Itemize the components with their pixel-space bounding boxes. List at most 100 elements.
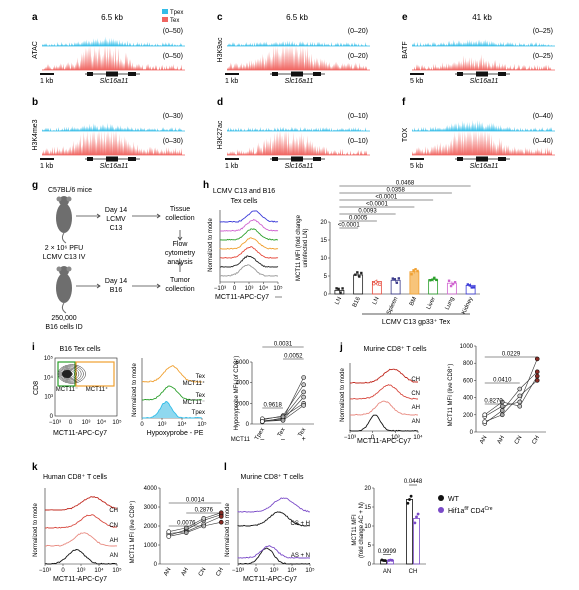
category-label: B16 (352, 296, 362, 309)
plot-frame (54, 357, 118, 417)
panel-letter: l (224, 462, 227, 473)
flow-label: Flow (173, 241, 189, 248)
sign-label: + (302, 436, 306, 443)
exon (313, 72, 321, 76)
axis-label: MCT11-APC-Cy7 (53, 430, 107, 437)
category-label: LN (372, 296, 381, 305)
x-tick-label: 10⁵ (305, 567, 315, 574)
legend-swatch (162, 17, 168, 22)
data-point (406, 501, 410, 505)
track-label: BATF (402, 41, 409, 58)
p-value: 0.0448 (404, 479, 423, 485)
data-point (409, 494, 413, 498)
range-label: (0–10) (348, 138, 368, 145)
histogram-curve (237, 511, 311, 527)
track-panel-e: e 41 kb BATF (0–25) (0–25) 5 kb Slc16a11 (402, 12, 555, 85)
data-point (183, 525, 189, 531)
data-point (280, 418, 286, 423)
exon (128, 72, 136, 76)
y-tick-label: 6000 (236, 360, 250, 366)
histogram-curve (349, 384, 418, 400)
tpex-signal (227, 40, 367, 46)
scale-label: 1 kb (40, 163, 53, 170)
mouse-icon (56, 266, 72, 314)
contour (58, 365, 84, 383)
hist-label: CH (109, 508, 118, 514)
x-tick-label: 10⁵ (197, 421, 207, 428)
histogram-curve (219, 264, 278, 277)
panel-title: B16 Tex cells (59, 346, 101, 353)
histogram-curve (45, 496, 118, 511)
data-point (301, 394, 306, 400)
histogram-curve (219, 246, 279, 259)
range-label: (0–25) (533, 53, 553, 60)
axis-label: Normalized to mode (33, 502, 39, 556)
region-size: 6.5 kb (101, 13, 123, 22)
bar (353, 274, 364, 295)
x-tick-label: 10⁵ (112, 419, 122, 426)
tpex-signal (42, 122, 182, 131)
panel-letter: e (402, 12, 408, 23)
scale-label: 5 kb (410, 163, 423, 170)
data-point (301, 403, 306, 408)
tpex-signal (412, 119, 552, 131)
gene-label: Slc16a11 (285, 78, 314, 85)
x-tick-label: 10⁴ (259, 285, 269, 292)
range-label: (0–30) (163, 138, 183, 145)
tex-signal (227, 131, 367, 155)
histogram-curve (220, 218, 279, 232)
outcome-label: collection (165, 286, 194, 293)
data-point (372, 282, 376, 286)
x-tick-label: 0 (61, 568, 65, 574)
panel-title: Murine CD8⁺ T cells (364, 346, 427, 353)
category-label: BM (409, 296, 418, 307)
axis-label: MCT11 MFI (live CD8⁺) (129, 501, 136, 564)
x-tick-label: 10⁴ (97, 419, 107, 426)
y-tick-label: 3000 (144, 505, 158, 511)
histogram-curve (141, 365, 203, 383)
y-tick-label: 200 (463, 413, 474, 419)
region-size: 6.5 kb (286, 13, 308, 22)
exon (476, 71, 488, 77)
data-point (356, 271, 359, 274)
y-tick-label: 0 (324, 292, 328, 298)
exon (106, 71, 118, 77)
data-point (410, 273, 413, 276)
exon (87, 157, 93, 161)
histogram-curve (219, 210, 279, 223)
data-point (201, 516, 207, 521)
outcome-label: Tissue (170, 206, 190, 213)
y-tick-label: 15 (320, 238, 327, 244)
data-point (517, 399, 523, 405)
axis-label: MCT11-APC-Cy7 (357, 438, 411, 445)
category-label: AN (383, 569, 391, 575)
range-label: (0–50) (163, 28, 183, 35)
data-point (431, 278, 434, 281)
data-point (166, 534, 172, 539)
p-value: 0.0093 (358, 209, 377, 215)
panel-j: j Murine CD8⁺ T cells Normalized to mode… (339, 342, 546, 446)
data-point (499, 403, 505, 409)
y-tick-label: 2000 (144, 524, 158, 530)
p-value: 0.2876 (195, 508, 214, 514)
axis-label: Normalized to mode (208, 217, 214, 271)
data-point (183, 530, 189, 535)
group-label: LCMV C13 gp33⁺ Tex (382, 319, 451, 326)
virus-label: LCMV C13 IV (43, 254, 86, 261)
tpex-signal (412, 39, 552, 46)
data-point (435, 278, 438, 282)
x-tick-label: 0 (254, 568, 258, 574)
y-tick-label: 15 (364, 505, 371, 511)
y-tick-label: 1000 (460, 344, 474, 350)
data-point (341, 287, 344, 290)
cells-label-2: B16 cells ID (45, 324, 82, 331)
histogram-curve (350, 368, 418, 384)
hist-label: MCT11⁺ (183, 380, 205, 387)
panel-g: g C57BL/6 mice 2 × 10⁶ PFU LCMV C13 IV 2… (32, 180, 196, 331)
panel-letter: k (32, 462, 38, 473)
data-point (395, 281, 399, 284)
y-tick-label: 600 (463, 378, 474, 384)
track-label: ATAC (32, 41, 39, 59)
gate-pos (75, 361, 115, 387)
hist-label: CS + H (290, 521, 310, 527)
